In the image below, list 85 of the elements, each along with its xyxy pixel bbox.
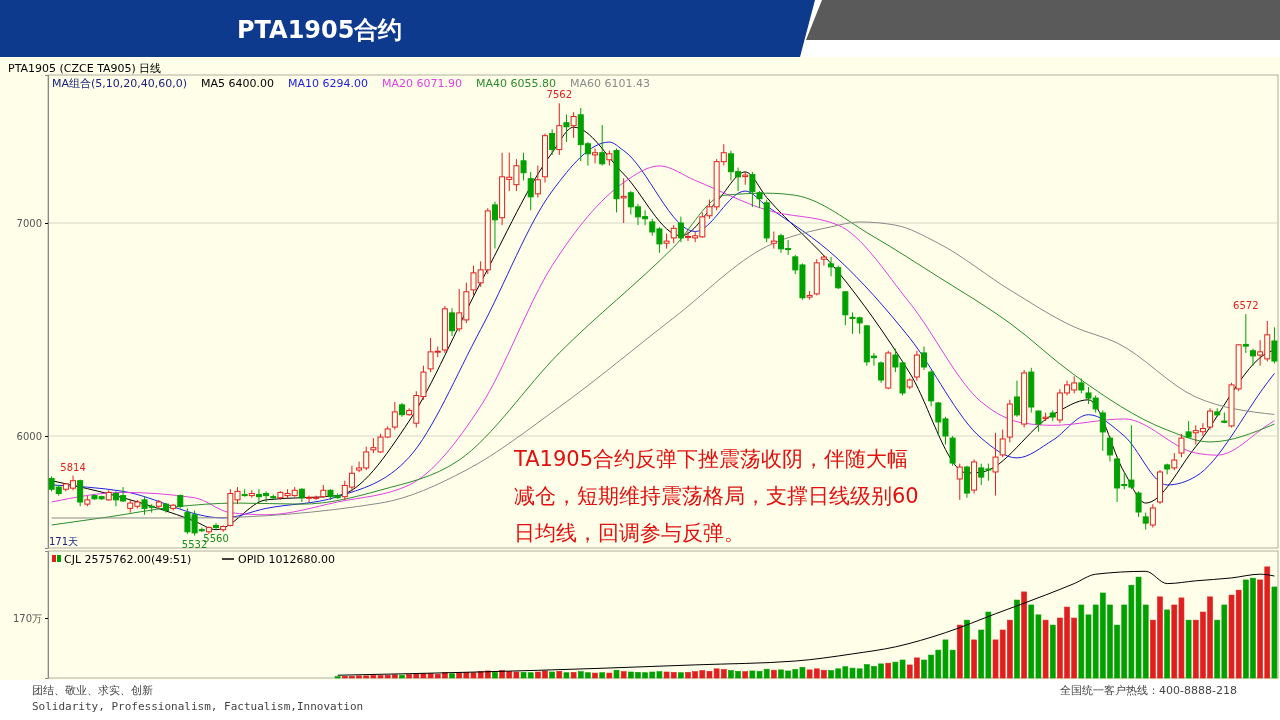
candlestick <box>749 171 756 208</box>
bar <box>399 674 405 679</box>
candlestick <box>556 102 563 156</box>
candlestick <box>820 254 827 267</box>
bar <box>742 671 749 679</box>
bar <box>885 662 892 679</box>
bar <box>1164 609 1170 679</box>
candlestick <box>1106 435 1113 463</box>
candlestick <box>170 503 177 512</box>
candlestick <box>527 171 534 211</box>
candlestick <box>878 360 885 384</box>
text: MA60 6101.43 <box>570 77 651 90</box>
text: 团结、敬业、求实、创新 <box>32 684 153 697</box>
legend-label: CJL 2575762.00(49:51) <box>64 553 192 566</box>
y-tick-label: 7000 <box>16 217 42 229</box>
candlestick <box>520 152 527 181</box>
bar <box>592 672 598 679</box>
candlestick <box>549 128 556 156</box>
candlestick <box>1035 409 1042 433</box>
annotation: 5814 <box>60 461 86 473</box>
candlestick <box>677 216 684 243</box>
bar <box>678 672 684 679</box>
y-tick-label: 170万 <box>12 612 42 624</box>
candlestick <box>213 522 220 531</box>
bar <box>492 672 498 679</box>
candlestick <box>599 124 606 167</box>
candlestick <box>1178 433 1185 458</box>
candlestick <box>999 429 1006 458</box>
legend-label: OPID 1012680.00 <box>238 553 335 566</box>
candlestick <box>992 432 999 497</box>
bar <box>556 671 563 679</box>
bar <box>1021 591 1027 679</box>
bar <box>971 639 977 679</box>
candlestick <box>1099 409 1106 452</box>
candlestick <box>1013 380 1020 418</box>
chart-title: PTA1905合约 <box>237 16 403 44</box>
text: Solidarity, Professionalism, Factualism,Innovation <box>32 700 364 713</box>
candlestick <box>570 111 577 139</box>
candlestick <box>1242 313 1249 354</box>
text: MA40 6055.80 <box>476 77 557 90</box>
candlestick <box>1271 326 1278 365</box>
candlestick <box>620 177 627 224</box>
bar <box>1271 586 1278 679</box>
candlestick <box>592 147 599 164</box>
candlestick <box>913 350 920 382</box>
candlestick <box>1135 490 1142 518</box>
legend-title: MA组合(5,10,20,40,60,0) <box>52 77 188 90</box>
candlestick <box>921 346 928 371</box>
candlestick <box>1149 503 1156 529</box>
candlestick <box>1249 348 1256 367</box>
candlestick <box>956 463 963 501</box>
text: MA10 6294.00 <box>288 77 369 90</box>
annotation: TA1905合约反弹下挫震荡收阴，伴随大幅减仓，短期维持震荡格局，支撑日线级别60日均线，回调参与反弹。 <box>514 446 919 547</box>
text: 全国统一客户热线：400-8888-218 <box>1060 684 1237 697</box>
candlestick <box>1207 407 1214 431</box>
text: MA20 6071.90 <box>382 77 463 90</box>
candlestick <box>534 165 541 198</box>
bar <box>771 669 777 679</box>
text: MA5 6400.00 <box>201 77 275 90</box>
bar <box>563 672 570 679</box>
candlestick <box>563 113 570 143</box>
y-tick-label: 6000 <box>16 430 42 442</box>
bar <box>1014 599 1020 679</box>
bar <box>620 671 627 679</box>
chart-subtitle: PTA1905 (CZCE TA905) 日线 <box>8 62 162 75</box>
bar <box>964 619 970 679</box>
bar <box>599 672 606 679</box>
bar <box>549 671 555 679</box>
annotation: 171天 <box>49 536 79 547</box>
bar <box>1185 619 1192 679</box>
bar <box>613 669 620 679</box>
candlestick <box>391 401 398 431</box>
bar <box>1049 624 1056 679</box>
bar <box>606 672 613 679</box>
annotation: 6572 <box>1233 300 1259 312</box>
bar <box>570 672 577 679</box>
candlestick <box>670 224 677 244</box>
candlestick <box>842 290 849 326</box>
candlestick <box>449 307 456 337</box>
annotation: 7562 <box>546 89 573 101</box>
bar <box>956 624 963 679</box>
bar <box>449 673 455 679</box>
candlestick <box>491 201 498 250</box>
bar <box>1042 619 1049 679</box>
candlestick <box>77 479 84 507</box>
